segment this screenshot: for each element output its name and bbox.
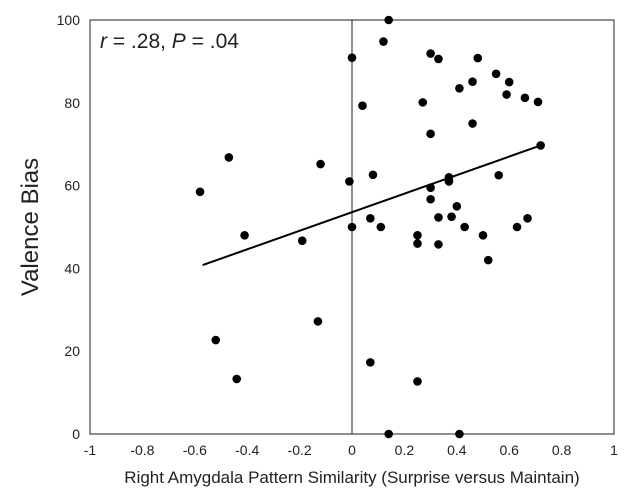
data-point-44 <box>502 90 511 99</box>
data-point-46 <box>512 222 522 232</box>
data-point-15 <box>376 222 386 232</box>
data-point-19 <box>413 239 422 248</box>
x-tick-label: 0.8 <box>552 442 572 458</box>
data-point-4 <box>240 230 249 240</box>
y-tick-label: 60 <box>64 178 80 194</box>
data-point-41 <box>483 255 493 265</box>
data-point-18 <box>384 429 393 439</box>
data-point-48 <box>523 214 532 223</box>
data-point-47 <box>520 93 530 103</box>
data-point-21 <box>413 377 422 386</box>
x-tick-label: 0.4 <box>447 442 467 458</box>
x-axis-label: Right Amygdala Pattern Similarity (Surpr… <box>124 468 579 487</box>
y-tick-label: 0 <box>72 426 80 442</box>
data-point-39 <box>473 53 483 63</box>
data-point-43 <box>494 170 504 180</box>
p-symbol: P <box>172 30 186 53</box>
data-point-14 <box>368 170 378 180</box>
y-axis-label: Valence Bias <box>17 158 44 296</box>
data-point-8 <box>345 177 354 186</box>
data-point-12 <box>366 214 375 223</box>
data-point-5 <box>297 236 307 245</box>
r-value: = .28, <box>107 30 172 53</box>
data-point-11 <box>358 101 367 110</box>
x-tick-label: -0.2 <box>288 442 312 458</box>
x-tick-label: 0.2 <box>395 442 415 458</box>
data-point-36 <box>460 222 469 232</box>
data-point-2 <box>224 153 234 162</box>
y-tick-label: 40 <box>64 260 80 276</box>
data-point-7 <box>316 159 325 169</box>
x-tick-label: -0.6 <box>183 442 207 458</box>
data-point-24 <box>426 129 435 139</box>
data-point-0 <box>195 187 205 197</box>
data-point-38 <box>468 119 477 128</box>
data-points <box>195 15 545 439</box>
data-point-29 <box>434 240 443 249</box>
data-point-20 <box>413 230 422 240</box>
data-point-9 <box>347 53 357 62</box>
data-point-1 <box>211 335 221 345</box>
data-point-16 <box>379 37 388 46</box>
data-point-45 <box>504 77 514 87</box>
y-tick-label: 80 <box>64 95 80 111</box>
data-point-6 <box>313 317 323 326</box>
data-point-3 <box>232 374 242 384</box>
data-point-28 <box>434 213 443 222</box>
regression-line <box>202 144 541 267</box>
data-point-23 <box>426 49 435 58</box>
p-value: = .04 <box>186 30 239 53</box>
x-tick-label: 0 <box>348 442 356 458</box>
data-point-42 <box>491 69 501 79</box>
data-point-49 <box>533 97 543 107</box>
x-tick-label: -0.4 <box>235 442 259 458</box>
data-point-33 <box>452 202 462 211</box>
data-point-22 <box>418 98 428 107</box>
x-tick-label: -1 <box>84 442 97 458</box>
x-tick-labels: -1 -0.8 -0.6 -0.4 -0.2 0 0.2 0.4 0.6 0.8 1 <box>84 442 618 458</box>
data-point-17 <box>384 15 393 25</box>
correlation-annotation: r = .28, P = .04 <box>100 30 239 53</box>
data-point-26 <box>426 194 435 204</box>
x-tick-label: 0.6 <box>499 442 519 458</box>
r-symbol: r <box>100 30 108 53</box>
data-point-35 <box>455 429 464 439</box>
data-point-37 <box>468 77 477 86</box>
y-tick-label: 100 <box>57 12 81 28</box>
y-tick-label: 20 <box>64 343 80 359</box>
data-point-32 <box>447 212 456 221</box>
x-tick-label: 1 <box>610 442 618 458</box>
data-point-27 <box>434 54 443 64</box>
data-point-10 <box>347 222 357 232</box>
data-point-34 <box>455 84 464 93</box>
data-point-40 <box>478 230 488 240</box>
x-tick-label: -0.8 <box>130 442 154 458</box>
y-tick-labels: 0 20 40 60 80 100 <box>57 12 81 442</box>
data-point-13 <box>366 358 375 367</box>
